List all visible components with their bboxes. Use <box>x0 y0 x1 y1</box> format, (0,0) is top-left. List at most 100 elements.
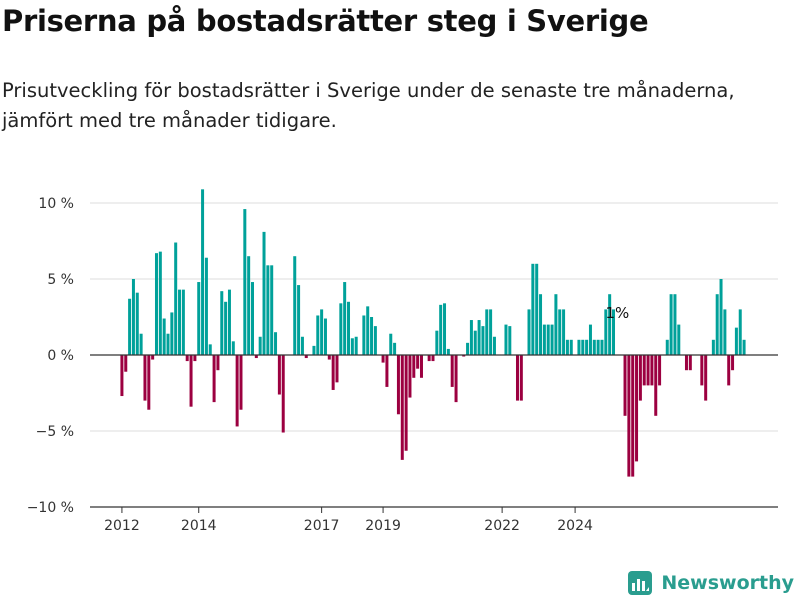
bar-negative <box>519 355 523 401</box>
bar-negative <box>327 355 331 360</box>
bar-positive <box>539 294 543 355</box>
bar-positive <box>565 339 569 355</box>
bar-negative <box>646 355 650 386</box>
x-tick-label: 2014 <box>181 518 217 534</box>
bar-negative <box>727 355 731 386</box>
bar-positive <box>604 309 608 355</box>
bar-positive <box>243 209 247 355</box>
y-tick-label: −5 % <box>36 424 74 440</box>
bar-positive <box>577 339 581 355</box>
bar-positive <box>300 336 304 355</box>
bar-positive <box>550 324 554 355</box>
newsworthy-logo-icon <box>628 571 653 595</box>
chart-title: Priserna på bostadsrätter steg i Sverige <box>2 4 649 38</box>
x-tick-label: 2017 <box>304 518 340 534</box>
bar-positive <box>466 342 470 355</box>
bar-negative <box>212 355 216 403</box>
bar-positive <box>197 282 201 355</box>
bar-positive <box>166 333 170 355</box>
bar-positive <box>546 324 550 355</box>
bar-negative <box>462 355 466 357</box>
bar-positive <box>588 324 592 355</box>
bar-positive <box>612 309 616 355</box>
bar-positive <box>581 339 585 355</box>
bar-positive <box>489 309 493 355</box>
bar-positive <box>734 327 738 355</box>
bar-positive <box>554 294 558 355</box>
bar-positive <box>270 265 274 355</box>
bar-negative <box>193 355 197 362</box>
x-tick-label: 2024 <box>557 518 593 534</box>
bar-negative <box>650 355 654 386</box>
bar-positive <box>596 339 600 355</box>
bar-positive <box>323 318 327 355</box>
bar-negative <box>304 355 308 359</box>
bar-positive <box>174 242 178 355</box>
bar-negative <box>277 355 281 395</box>
bar-positive <box>343 282 347 355</box>
bar-positive <box>178 289 182 355</box>
bar-negative <box>331 355 335 390</box>
y-tick-label: 10 % <box>38 196 74 212</box>
bar-negative <box>239 355 243 410</box>
x-tick-label: 2022 <box>484 518 520 534</box>
bar-negative <box>688 355 692 371</box>
bar-positive <box>481 326 485 355</box>
bar-negative <box>704 355 708 401</box>
bar-positive <box>208 344 212 355</box>
bar-positive <box>542 324 546 355</box>
bar-positive <box>608 294 612 355</box>
bar-positive <box>389 333 393 355</box>
bar-negative <box>143 355 147 401</box>
bar-positive <box>201 189 205 355</box>
bar-positive <box>224 301 228 355</box>
bar-positive <box>504 324 508 355</box>
bar-negative <box>450 355 454 387</box>
bar-positive <box>569 339 573 355</box>
annotations: 1% <box>605 304 629 322</box>
bar-negative <box>654 355 658 416</box>
bar-negative <box>147 355 151 410</box>
chart-subtitle: Prisutveckling för bostadsrätter i Sveri… <box>2 79 735 132</box>
newsworthy-logo-text: Newsworthy <box>661 572 794 594</box>
bar-negative <box>124 355 128 372</box>
bar-positive <box>347 301 351 355</box>
bar-negative <box>631 355 635 477</box>
bar-positive <box>139 333 143 355</box>
bar-positive <box>262 231 266 355</box>
bar-negative <box>381 355 385 363</box>
bar-positive <box>220 291 224 355</box>
bar-positive <box>535 263 539 355</box>
bar-positive <box>354 336 358 355</box>
bar-positive <box>669 294 673 355</box>
bar-positive <box>370 317 374 355</box>
bar-positive <box>181 289 185 355</box>
bar-negative <box>254 355 258 359</box>
bar-positive <box>446 348 450 355</box>
x-axis-ticks: 2012 2014 2017 2019 2022 2024 <box>104 507 593 534</box>
bar-negative <box>189 355 193 407</box>
bar-positive <box>477 320 481 355</box>
bar-positive <box>274 332 278 355</box>
bar-negative <box>185 355 189 362</box>
bar-positive <box>251 282 254 355</box>
bar-negative <box>515 355 519 401</box>
bar-negative <box>416 355 420 369</box>
bar-positive <box>711 339 715 355</box>
bar-negative <box>419 355 423 378</box>
y-axis-ticks: 10 % 5 % 0 % −5 % −10 % <box>27 196 74 516</box>
bar-negative <box>151 355 155 360</box>
bars <box>120 189 746 477</box>
bar-positive <box>673 294 677 355</box>
bar-negative <box>635 355 639 462</box>
bar-negative <box>431 355 435 362</box>
bar-negative <box>454 355 458 403</box>
y-tick-label: 0 % <box>47 348 74 364</box>
bar-negative <box>335 355 339 383</box>
bar-negative <box>216 355 220 371</box>
bar-positive <box>677 324 681 355</box>
bar-positive <box>266 265 270 355</box>
bar-negative <box>684 355 688 371</box>
bar-negative <box>731 355 735 371</box>
